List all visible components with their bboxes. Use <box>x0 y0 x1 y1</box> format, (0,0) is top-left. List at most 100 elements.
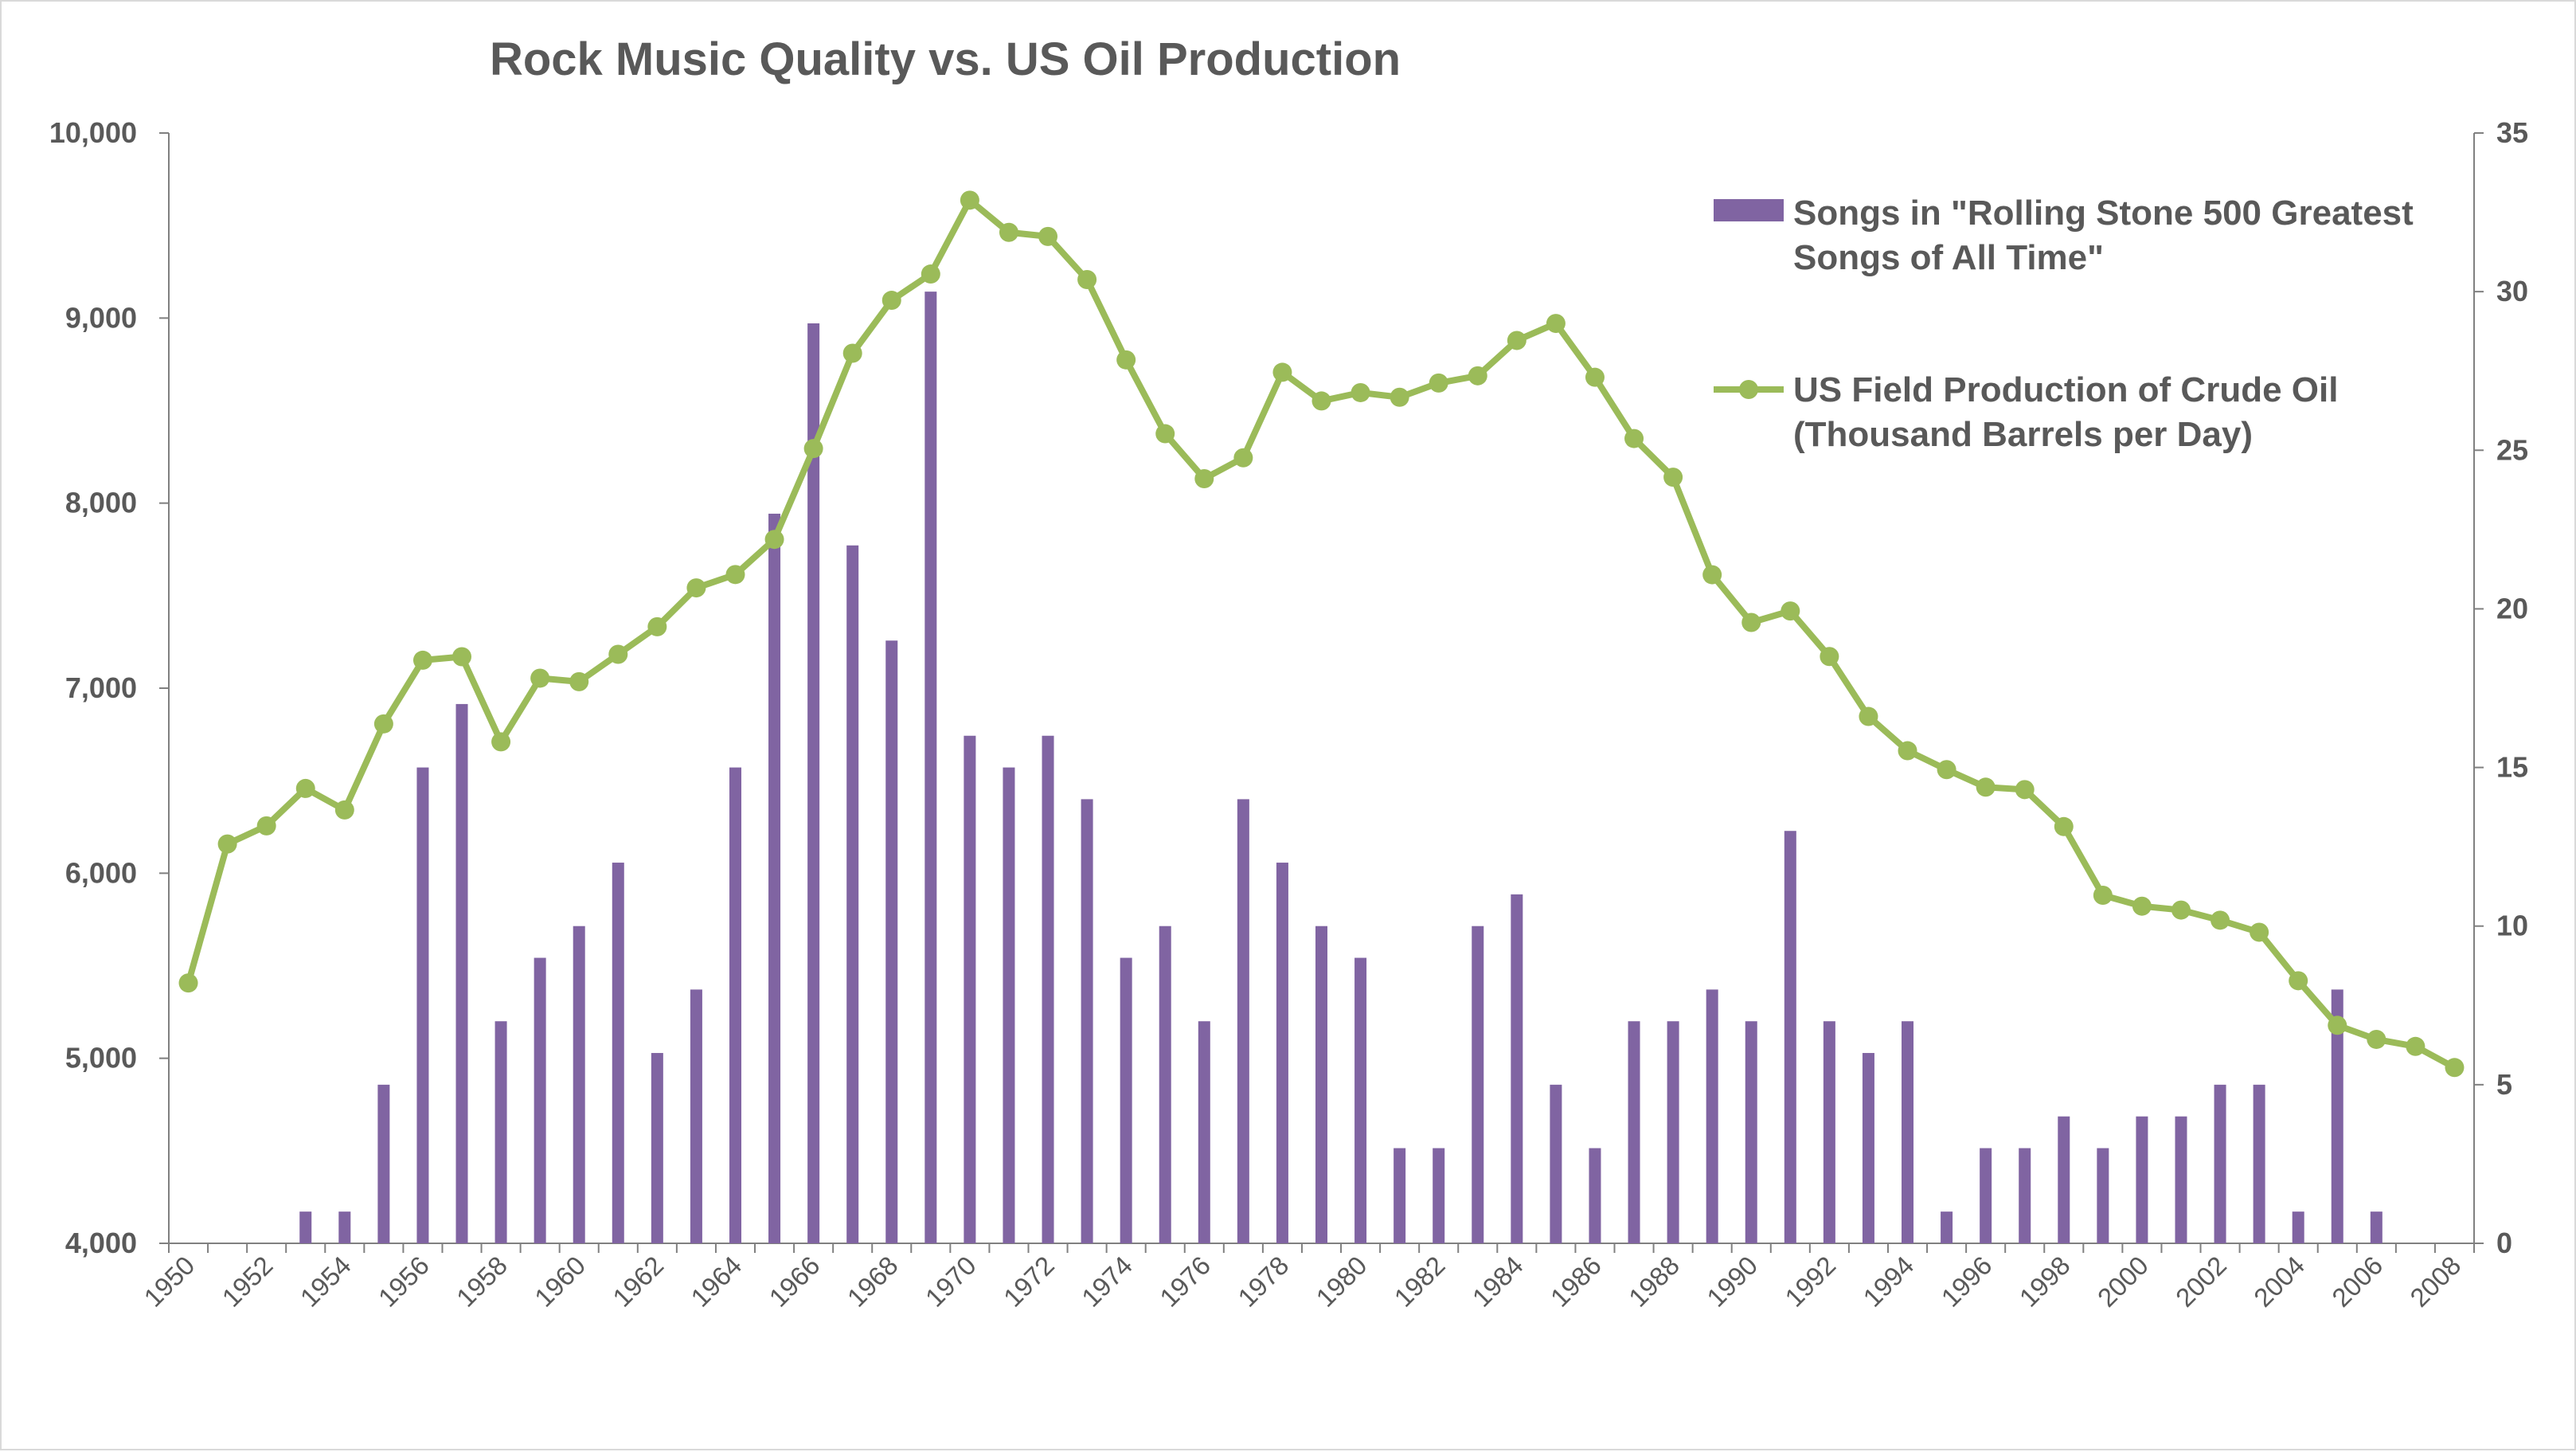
y-left-tick-label: 8,000 <box>65 487 137 519</box>
x-tick-label: 1982 <box>1389 1250 1451 1313</box>
line-series-oil <box>178 190 2465 1078</box>
line-point <box>1820 647 1839 667</box>
bar <box>1120 957 1132 1243</box>
line-point <box>530 668 550 688</box>
legend-line-label: (Thousand Barrels per Day) <box>1793 415 2253 454</box>
x-tick-label: 1992 <box>1779 1250 1841 1313</box>
line-point <box>2054 816 2074 836</box>
bar <box>1081 799 1093 1243</box>
x-tick-label: 1950 <box>138 1250 200 1313</box>
bar <box>1315 926 1327 1243</box>
line-point <box>1507 331 1526 350</box>
x-tick-label: 1956 <box>373 1250 435 1313</box>
x-tick-label: 1964 <box>685 1250 747 1313</box>
x-tick-label: 1984 <box>1467 1250 1529 1313</box>
legend: Songs in "Rolling Stone 500 Greatest Song… <box>1714 194 2414 454</box>
legend-bar-label: Songs in "Rolling Stone 500 Greatest <box>1793 194 2414 233</box>
bar <box>1003 767 1015 1243</box>
bar <box>1198 1021 1210 1243</box>
x-tick-label: 1986 <box>1545 1250 1607 1313</box>
bar <box>2292 1211 2304 1243</box>
bar <box>1941 1211 1953 1243</box>
bar <box>1589 1148 1601 1243</box>
line-point <box>1585 367 1605 387</box>
line-point <box>1663 468 1683 487</box>
y-left-tick-label: 10,000 <box>49 116 137 149</box>
x-tick-label: 2002 <box>2170 1250 2232 1313</box>
bar <box>807 323 820 1243</box>
bar <box>1276 863 1288 1243</box>
line-point <box>2406 1036 2426 1056</box>
line-point <box>647 616 667 636</box>
x-tick-label: 2000 <box>2092 1250 2154 1313</box>
y-right-tick-label: 0 <box>2496 1227 2512 1259</box>
x-tick-label: 1970 <box>920 1250 982 1313</box>
line-point <box>1468 366 1487 386</box>
bar <box>377 1084 390 1243</box>
line-point <box>1937 760 1956 780</box>
legend-line-marker <box>1739 380 1758 399</box>
y-left-tick-label: 5,000 <box>65 1042 137 1074</box>
bar <box>573 926 585 1243</box>
line-point <box>1233 448 1253 468</box>
bar <box>2253 1084 2265 1243</box>
bar <box>299 1211 312 1243</box>
bar <box>1354 957 1367 1243</box>
line-point <box>2328 1016 2347 1035</box>
line-point <box>803 439 823 459</box>
line-point <box>452 647 472 667</box>
line-point <box>1546 314 1566 334</box>
x-tick-label: 2004 <box>2248 1250 2310 1313</box>
bar <box>416 767 429 1243</box>
line-point <box>881 291 901 311</box>
line-point <box>2250 922 2269 942</box>
bar <box>964 735 976 1243</box>
line-point <box>1741 613 1761 632</box>
line-point <box>1976 777 1996 797</box>
bar <box>2214 1084 2226 1243</box>
line-point <box>2367 1029 2386 1049</box>
bar <box>1980 1148 1992 1243</box>
bar <box>2331 989 2343 1243</box>
y-right-tick-label: 10 <box>2496 910 2528 942</box>
bar <box>846 545 859 1243</box>
line-point <box>2445 1058 2465 1078</box>
y-right-tick-label: 5 <box>2496 1068 2512 1101</box>
line-point <box>842 343 862 363</box>
x-tick-label: 1958 <box>451 1250 513 1313</box>
x-tick-label: 1974 <box>1076 1250 1138 1313</box>
line-point <box>2289 971 2308 991</box>
y-left-tick-label: 6,000 <box>65 856 137 889</box>
x-tick-label: 2006 <box>2326 1250 2388 1313</box>
bar <box>651 1053 663 1243</box>
line-point <box>686 578 706 598</box>
line-point <box>2132 896 2152 916</box>
x-tick-label: 1952 <box>217 1250 279 1313</box>
bar <box>1706 989 1718 1243</box>
line-point <box>999 222 1018 242</box>
chart-title: Rock Music Quality vs. US Oil Production <box>490 33 1401 85</box>
line-point <box>2093 885 2113 905</box>
line-point <box>178 973 198 993</box>
bar <box>1902 1021 1914 1243</box>
bar <box>1159 926 1171 1243</box>
bar <box>1394 1148 1406 1243</box>
line-point <box>1702 565 1722 585</box>
line-point <box>373 714 393 734</box>
y-left-tick-label: 7,000 <box>65 671 137 704</box>
line-point <box>256 816 276 836</box>
line-point <box>1038 226 1058 246</box>
x-tick-label: 1994 <box>1857 1250 1919 1313</box>
x-tick-label: 1962 <box>607 1250 669 1313</box>
line-point <box>1898 741 1917 761</box>
bar <box>690 989 702 1243</box>
bar-series-songs <box>299 292 2383 1244</box>
bar <box>924 292 937 1244</box>
line-point <box>1781 601 1800 621</box>
line-point <box>334 800 354 820</box>
legend-bar-label: Songs of All Time" <box>1793 238 2104 277</box>
bar <box>612 863 624 1243</box>
bar <box>2019 1148 2031 1243</box>
